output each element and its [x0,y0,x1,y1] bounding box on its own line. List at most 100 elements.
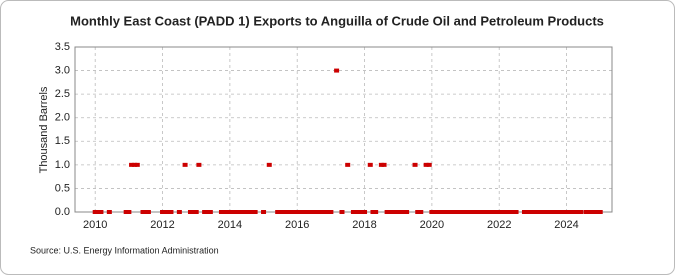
point [249,210,255,214]
point [362,210,368,214]
y-tick-label: 3.5 [55,41,70,53]
point [530,210,536,214]
point [191,210,197,214]
y-tick-label: 1.5 [55,135,70,147]
point [415,210,421,214]
point [502,210,508,214]
point [564,210,570,214]
point [552,210,558,214]
point [123,210,129,214]
point [446,210,452,214]
point [440,210,446,214]
point [448,210,454,214]
y-axis-label: Thousand Barrels [38,86,50,173]
point [547,210,553,214]
point [575,210,581,214]
point [572,210,578,214]
point [233,210,239,214]
point [538,210,544,214]
point [474,210,480,214]
point [384,210,390,214]
point [140,210,146,214]
point [350,210,356,214]
point [477,210,483,214]
point [106,210,112,214]
chart-title: Monthly East Coast (PADD 1) Exports to A… [70,13,604,28]
point [286,210,292,214]
point [429,210,435,214]
y-tick-label: 1.0 [55,159,70,171]
point [238,210,244,214]
point [505,210,511,214]
point [95,210,101,214]
point [589,210,595,214]
point [283,210,289,214]
point [485,210,491,214]
y-tick-label: 0.0 [55,206,70,218]
point [305,210,311,214]
point [280,210,286,214]
point [339,210,345,214]
point [457,210,463,214]
point [143,210,149,214]
point [129,162,135,167]
point [513,210,519,214]
point [202,210,208,214]
point [277,210,283,214]
x-tick-label: 2012 [150,219,174,231]
point [561,210,567,214]
point [597,210,603,214]
x-tick-label: 2010 [83,219,107,231]
point [266,162,272,167]
point [224,210,230,214]
point [468,210,474,214]
point [524,210,530,214]
point [126,210,132,214]
point [353,210,359,214]
point [303,210,309,214]
point [176,210,182,214]
point [395,210,401,214]
point [432,210,438,214]
point [165,210,171,214]
point [387,210,393,214]
point [244,210,250,214]
point [241,210,247,214]
point [132,162,138,167]
x-tick-label: 2024 [554,219,578,231]
point [162,210,168,214]
point [454,210,460,214]
point [134,162,140,167]
point [591,210,597,214]
point [227,210,233,214]
x-tick-label: 2020 [420,219,444,231]
point [182,162,188,167]
point [435,210,441,214]
point [297,210,303,214]
point [246,210,252,214]
y-tick-label: 2.5 [55,88,70,100]
point [437,210,443,214]
point [230,210,236,214]
point [314,210,320,214]
x-tick-label: 2014 [218,219,242,231]
point [401,210,407,214]
point [381,162,387,167]
point [533,210,539,214]
point [300,210,306,214]
point [460,210,466,214]
point [328,210,334,214]
point [292,210,298,214]
point [555,210,561,214]
point [359,210,365,214]
y-tick-label: 2.0 [55,112,70,124]
point [490,210,496,214]
point [218,210,224,214]
point [482,210,488,214]
point [288,210,294,214]
point [471,210,477,214]
point [521,210,527,214]
point [207,210,213,214]
